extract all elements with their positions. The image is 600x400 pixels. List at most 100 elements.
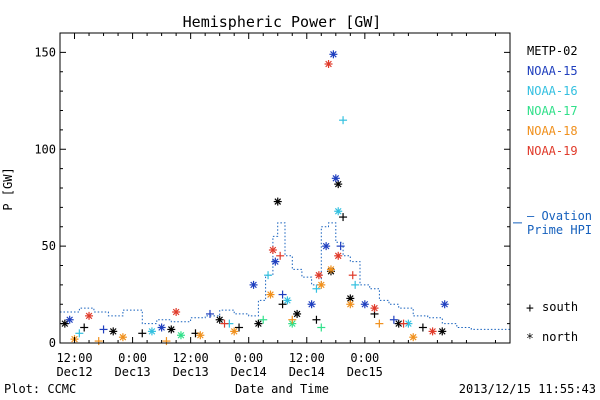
ovation-prime-hpi-line bbox=[60, 222, 522, 330]
noaa-15-point bbox=[99, 325, 108, 334]
x-tick-date: Dec14 bbox=[231, 365, 267, 379]
south-marker-label: south bbox=[542, 300, 578, 314]
noaa-16-point bbox=[312, 284, 321, 293]
metp-02-point bbox=[254, 319, 263, 328]
noaa-17-point bbox=[317, 323, 326, 332]
noaa-15-point bbox=[307, 300, 316, 309]
noaa-17-point bbox=[176, 331, 185, 340]
noaa-18-point bbox=[196, 331, 205, 340]
noaa-18-point bbox=[317, 280, 326, 289]
noaa-17-point bbox=[259, 315, 268, 324]
plot-timestamp: 2013/12/15 11:55:43 bbox=[459, 382, 596, 396]
noaa-15-point bbox=[157, 323, 166, 332]
metp-02-point bbox=[167, 325, 176, 334]
noaa-15-point bbox=[336, 242, 345, 251]
metp-02-point bbox=[215, 315, 224, 324]
south-marker-symbol: + bbox=[526, 301, 534, 316]
noaa-19-point bbox=[172, 308, 181, 316]
noaa-18-point bbox=[162, 337, 171, 346]
metp-02-point bbox=[339, 213, 348, 222]
noaa-19-point bbox=[314, 271, 323, 280]
y-tick-label: 0 bbox=[49, 336, 56, 350]
noaa-19-point bbox=[334, 251, 343, 260]
noaa-18-point bbox=[230, 327, 239, 336]
axes: 05010015012:00Dec120:00Dec1312:00Dec130:… bbox=[34, 32, 511, 379]
noaa-19-point bbox=[399, 319, 408, 328]
legend-noaa-18: NOAA-18 bbox=[527, 124, 578, 138]
x-tick-date: Dec13 bbox=[173, 365, 209, 379]
metp-02-point bbox=[312, 315, 321, 324]
metp-02-point bbox=[293, 309, 302, 318]
noaa-18-point bbox=[266, 290, 275, 299]
legend-noaa-17: NOAA-17 bbox=[527, 104, 578, 118]
noaa-15-point bbox=[329, 50, 338, 59]
legend-noaa-15: NOAA-15 bbox=[527, 64, 578, 78]
noaa-15-point bbox=[322, 242, 331, 251]
north-marker-symbol: * bbox=[526, 332, 534, 347]
y-tick-label: 50 bbox=[42, 239, 56, 253]
noaa-19-point bbox=[268, 246, 277, 254]
x-tick-label: 12:00 bbox=[173, 351, 209, 365]
x-tick-date: Dec15 bbox=[347, 365, 383, 379]
metp-02-point bbox=[418, 323, 427, 332]
ovation-label-2: Prime HPI bbox=[527, 223, 592, 237]
noaa-16-point bbox=[264, 271, 273, 280]
x-tick-label: 12:00 bbox=[289, 351, 325, 365]
metp-02-point bbox=[273, 197, 282, 206]
noaa-18-point bbox=[288, 315, 297, 324]
noaa-18-point bbox=[375, 319, 384, 328]
noaa-16-point bbox=[75, 329, 84, 338]
metp-02-point bbox=[138, 329, 147, 338]
y-tick-label: 100 bbox=[34, 142, 56, 156]
noaa-15-point bbox=[206, 309, 214, 318]
noaa-15-point bbox=[249, 280, 258, 289]
noaa-18-point bbox=[118, 333, 127, 342]
noaa-15-point bbox=[278, 290, 287, 299]
noaa-19-point bbox=[276, 251, 285, 260]
metp-02-point bbox=[346, 294, 355, 303]
noaa-16-point bbox=[334, 207, 343, 216]
metp-02-point bbox=[235, 323, 244, 332]
x-tick-date: Dec14 bbox=[289, 365, 325, 379]
metp-02-point bbox=[109, 327, 118, 336]
noaa-19-point bbox=[220, 319, 229, 328]
legend-noaa-16: NOAA-16 bbox=[527, 84, 578, 98]
chart-title: Hemispheric Power [GW] bbox=[183, 13, 382, 31]
y-axis-label: P [GW] bbox=[1, 167, 15, 210]
noaa-16-point bbox=[351, 280, 360, 289]
noaa-18-point bbox=[326, 265, 335, 274]
x-tick-label: 0:00 bbox=[234, 351, 263, 365]
x-tick-label: 12:00 bbox=[56, 351, 92, 365]
metp-02-point bbox=[394, 319, 403, 328]
plot-credit: Plot: CCMC bbox=[4, 382, 76, 396]
metp-02-point bbox=[278, 300, 287, 309]
metp-02-point bbox=[80, 323, 89, 332]
legend: METP-02 NOAA-15 NOAA-16 NOAA-17 NOAA-18 NOAA-… bbox=[527, 44, 578, 158]
noaa-15-point bbox=[389, 315, 398, 324]
x-tick-date: Dec12 bbox=[56, 365, 92, 379]
noaa-18-point bbox=[94, 337, 103, 346]
ovation-label: — Ovation bbox=[527, 209, 592, 223]
legend-noaa-19: NOAA-19 bbox=[527, 144, 578, 158]
y-tick-label: 150 bbox=[34, 45, 56, 59]
noaa-16-point bbox=[147, 327, 156, 336]
plot-frame bbox=[59, 32, 511, 344]
x-tick-date: Dec13 bbox=[115, 365, 151, 379]
data-points bbox=[60, 50, 449, 346]
x-tick-label: 0:00 bbox=[350, 351, 379, 365]
noaa-19-point bbox=[324, 60, 333, 68]
noaa-16-point bbox=[339, 116, 348, 125]
metp-02-point bbox=[438, 327, 447, 336]
noaa-16-point bbox=[283, 296, 292, 305]
noaa-15-point bbox=[440, 300, 449, 309]
noaa-19-point bbox=[85, 311, 94, 320]
noaa-15-point bbox=[65, 315, 74, 324]
x-tick-label: 0:00 bbox=[118, 351, 147, 365]
noaa-18-point bbox=[346, 300, 355, 309]
north-marker-label: north bbox=[542, 330, 578, 344]
noaa-15-point bbox=[271, 257, 280, 266]
noaa-15-point bbox=[360, 300, 369, 309]
noaa-19-point bbox=[348, 271, 357, 280]
noaa-15-point bbox=[331, 174, 340, 183]
